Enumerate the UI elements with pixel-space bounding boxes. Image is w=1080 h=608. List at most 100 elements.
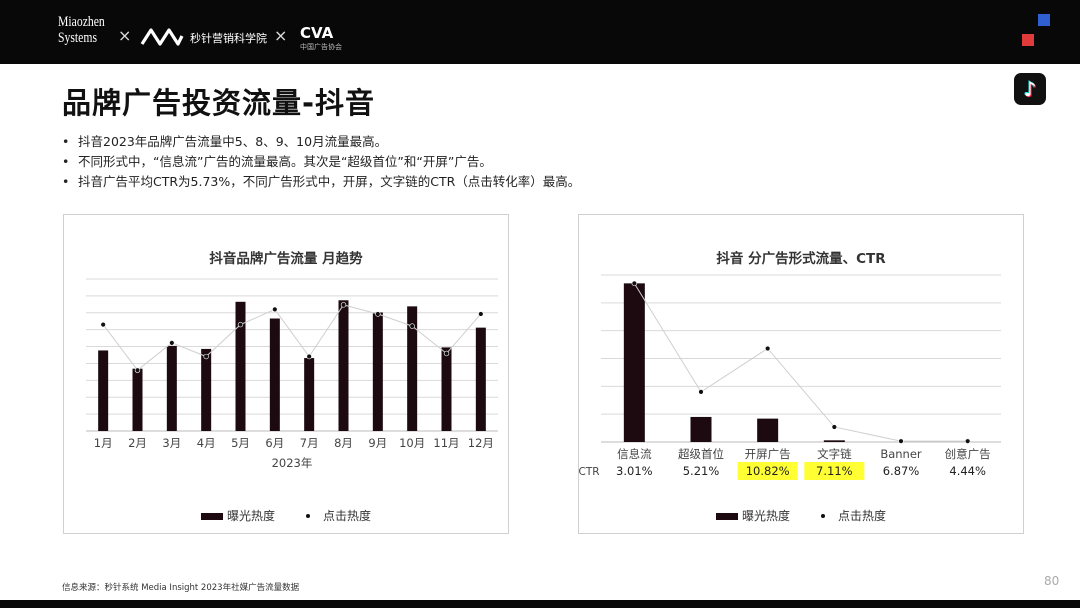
ctr-value: 7.11% [816,464,853,478]
bar [235,301,246,431]
x-tick-label: 3月 [162,436,181,450]
ctr-row-label: CTR [579,466,600,478]
line-legend-swatch [297,513,319,520]
ctr-value: 4.44% [949,464,986,478]
cross-separator: × [118,26,132,45]
bar-legend-swatch [200,513,223,520]
line-legend-label: 点击热度 [323,509,372,523]
page-number: 80 [1044,574,1060,588]
line-legend-swatch [812,513,834,520]
bar [269,318,280,431]
bullet-item: 不同形式中，“信息流”广告的流量最高。其次是“超级首位”和“开屏”广告。 [62,152,580,172]
mz-logo-icon [140,28,184,46]
x-tick-label: 8月 [334,436,353,450]
miaozhen-logo: Miaozhen Systems [58,14,105,46]
line-point [443,350,450,357]
miaozhen-logo-line1: Miaozhen [58,14,105,30]
x-tick-label: 2月 [128,436,147,450]
source-note: 信息来源：秒针系统 Media Insight 2023年社媒广告流量数据 [62,583,300,593]
top-bar: Miaozhen Systems × 秒针营销科学院 × CVA 中国广告协会 [0,0,1080,64]
ctr-highlight [737,462,798,480]
x-tick-label: 11月 [433,436,459,450]
page-title: 品牌广告投资流量-抖音 [62,86,376,120]
series-line [102,304,482,371]
bottom-bar [0,600,1080,608]
ctr-value: 6.87% [883,464,920,478]
line-point [764,345,771,352]
line-point [375,311,381,317]
x-tick-label: 文字链 [817,447,852,461]
line-point [272,306,278,313]
tiktok-icon: ♪ [1014,73,1046,105]
bar [757,418,779,442]
line-point [964,438,971,444]
line-point [306,353,312,360]
x-tick-label: 创意广告 [945,447,991,461]
bar [475,327,486,431]
cva-logo-subtext: 中国广告协会 [300,43,342,51]
bar [132,368,143,431]
line-point [100,321,106,328]
line-point [134,367,141,373]
x-tick-label: 信息流 [617,447,652,461]
chart-legend: 曝光热度 点击热度 [64,507,508,524]
bar-legend-label: 曝光热度 [741,509,790,523]
bar [690,416,712,442]
chart-title: 抖音品牌广告流量 月趋势 [209,251,363,267]
chart-title: 抖音 分广告形式流量、CTR [716,251,886,267]
bar-legend-label: 曝光热度 [226,509,275,523]
ctr-value: 5.21% [683,464,720,478]
x-axis-label: 2023年 [272,456,313,470]
bar [823,440,845,442]
red-square-decoration [1022,34,1034,46]
bullet-item: 抖音2023年品牌广告流量中5、8、9、10月流量最高。 [62,132,580,152]
ctr-highlight [804,462,865,480]
x-tick-label: 6月 [265,436,284,450]
line-point [169,340,175,346]
chart-legend: 曝光热度 点击热度 [579,507,1023,524]
bar [441,347,452,431]
ctr-value: 10.82% [746,464,790,478]
x-tick-label: 1月 [94,436,113,450]
cva-logo: CVA [300,24,334,42]
line-point [203,353,209,360]
bar [372,312,383,431]
bullet-list: 抖音2023年品牌广告流量中5、8、9、10月流量最高。 不同形式中，“信息流”… [62,132,580,192]
line-point [409,323,415,329]
line-point [898,438,904,444]
x-tick-label: 9月 [368,436,387,450]
line-point [831,424,838,430]
bar [338,300,349,431]
bar [201,348,212,431]
blue-square-decoration [1038,14,1050,26]
x-tick-label: 7月 [300,436,319,450]
bar [407,306,418,431]
x-tick-label: 4月 [197,436,216,450]
format-chart-panel: 抖音 分广告形式流量、CTR 信息流 超级首位 开屏广告 文字链 Banner 创意广告 C… [578,214,1024,534]
monthly-trend-chart: 1月 2月 3月 4月 5月 6月 7月 8月 9月 10月 11月 12月 2023年 [86,278,498,470]
cross-separator: × [274,26,288,45]
monthly-trend-chart-panel: 抖音品牌广告流量 月趋势 1月 2月 3月 4月 5月 6月 7月 8月 9月 10月 11月 12月… [63,214,509,534]
format-chart: 信息流 超级首位 开屏广告 文字链 Banner 创意广告 CTR 3.01% 5.21% 10.… [579,274,1001,480]
bar [623,283,645,442]
x-tick-label: 5月 [231,436,250,450]
line-legend-label: 点击热度 [838,509,887,523]
ctr-value: 3.01% [616,464,653,478]
series-line [633,283,968,442]
miaozhen-logo-line2: Systems [58,30,98,46]
x-tick-label: 超级首位 [678,447,724,461]
bar [304,358,315,431]
x-tick-label: 开屏广告 [745,447,791,461]
bar [98,350,109,431]
bar-legend-swatch [715,513,738,520]
mz-logo-text: 秒针营销科学院 [190,32,267,45]
line-point [237,321,244,328]
line-point [631,280,638,287]
x-tick-label: Banner [880,447,922,461]
bullet-item: 抖音广告平均CTR为5.73%，不同广告形式中，开屏，文字链的CTR（点击转化率… [62,172,580,192]
bar [166,345,177,431]
line-point [340,302,347,308]
line-point [698,389,704,395]
x-tick-label: 10月 [399,436,425,450]
line-point [478,311,484,317]
